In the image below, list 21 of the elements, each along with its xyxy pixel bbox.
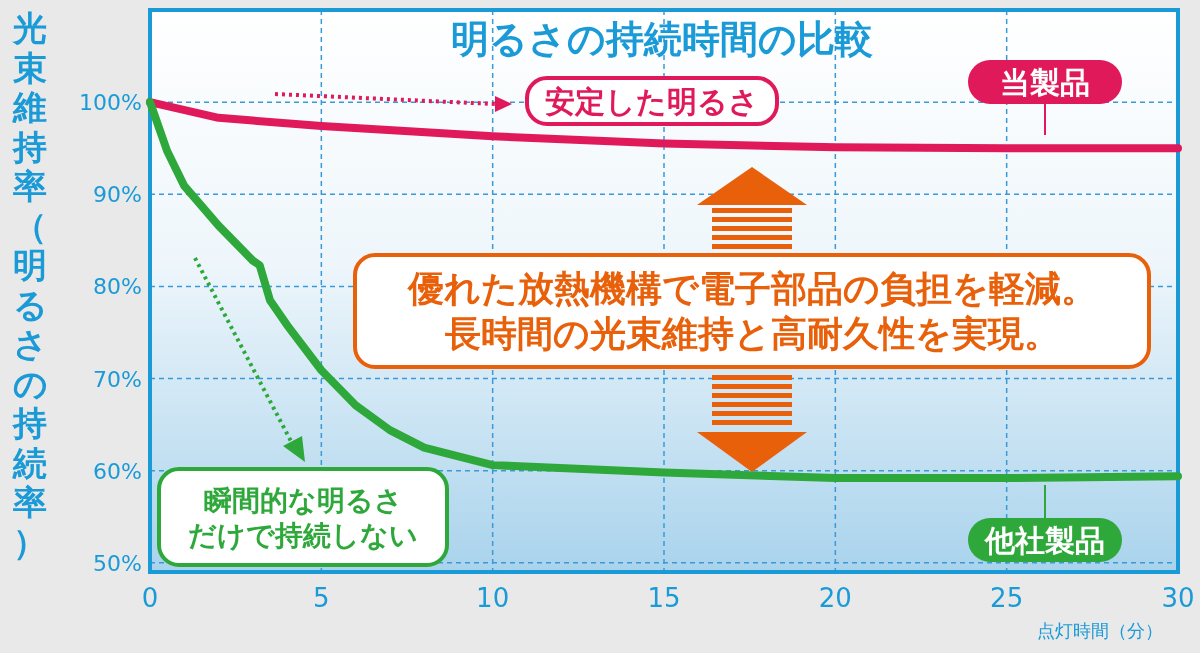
x-tick-label: 5 xyxy=(313,583,330,613)
y-tick-label: 100% xyxy=(79,90,142,116)
annotation: 瞬間的な明るさだけで持続しない xyxy=(188,483,418,552)
legend-label: 他社製品 xyxy=(984,523,1105,558)
annotation: 優れた放熱機構で電子部品の負担を軽減。長時間の光束維持と高耐久性を実現。 xyxy=(406,268,1097,355)
y-tick-label: 70% xyxy=(93,366,142,392)
x-tick-label: 15 xyxy=(647,583,681,613)
chart-title: 明るさの持続時間の比較 xyxy=(451,17,873,61)
text: 光束維持率（明るさの持続率） xyxy=(12,8,48,562)
series-label: 当製品 xyxy=(1000,65,1090,100)
y-tick-label: 90% xyxy=(93,182,142,208)
annotation: 安定した明るさ xyxy=(545,83,759,119)
x-tick-label: 10 xyxy=(476,583,510,613)
x-tick-label: 20 xyxy=(818,583,852,613)
x-tick-label: 25 xyxy=(990,583,1024,613)
x-axis-title: 点灯時間（分） xyxy=(1037,620,1163,641)
y-tick-label: 50% xyxy=(93,550,142,576)
x-tick-label: 0 xyxy=(141,583,159,613)
y-tick-label: 80% xyxy=(93,274,142,300)
y-tick-label: 60% xyxy=(93,458,142,484)
x-tick-label: 30 xyxy=(1161,583,1195,613)
